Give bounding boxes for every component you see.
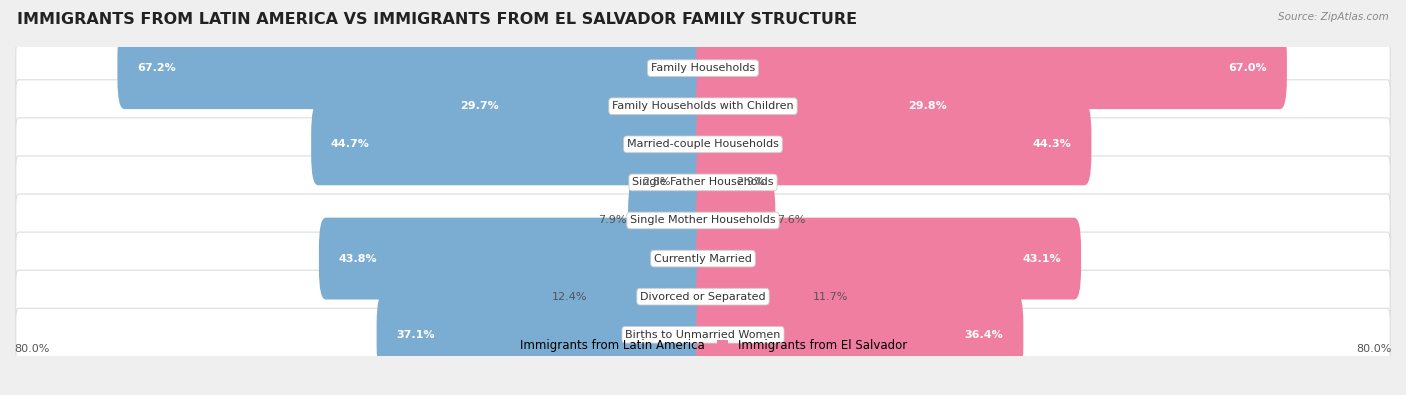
Text: Married-couple Households: Married-couple Households bbox=[627, 139, 779, 149]
Text: 2.9%: 2.9% bbox=[737, 177, 765, 187]
Text: Births to Unmarried Women: Births to Unmarried Women bbox=[626, 330, 780, 340]
Text: 44.7%: 44.7% bbox=[330, 139, 370, 149]
Text: Divorced or Separated: Divorced or Separated bbox=[640, 292, 766, 302]
Text: 67.2%: 67.2% bbox=[138, 63, 176, 73]
Text: Currently Married: Currently Married bbox=[654, 254, 752, 263]
Text: Family Households: Family Households bbox=[651, 63, 755, 73]
Legend: Immigrants from Latin America, Immigrants from El Salvador: Immigrants from Latin America, Immigrant… bbox=[495, 336, 911, 356]
Text: 80.0%: 80.0% bbox=[1357, 344, 1392, 354]
Text: IMMIGRANTS FROM LATIN AMERICA VS IMMIGRANTS FROM EL SALVADOR FAMILY STRUCTURE: IMMIGRANTS FROM LATIN AMERICA VS IMMIGRA… bbox=[17, 12, 858, 27]
Text: 36.4%: 36.4% bbox=[965, 330, 1004, 340]
Text: 2.8%: 2.8% bbox=[641, 177, 671, 187]
FancyBboxPatch shape bbox=[15, 42, 1391, 95]
FancyBboxPatch shape bbox=[696, 103, 1091, 185]
FancyBboxPatch shape bbox=[15, 270, 1391, 323]
FancyBboxPatch shape bbox=[589, 256, 710, 338]
FancyBboxPatch shape bbox=[377, 294, 710, 376]
Text: 37.1%: 37.1% bbox=[396, 330, 434, 340]
FancyBboxPatch shape bbox=[696, 65, 966, 147]
Text: Family Households with Children: Family Households with Children bbox=[612, 101, 794, 111]
FancyBboxPatch shape bbox=[117, 27, 710, 109]
FancyBboxPatch shape bbox=[696, 294, 1024, 376]
FancyBboxPatch shape bbox=[311, 103, 710, 185]
Text: Single Mother Households: Single Mother Households bbox=[630, 216, 776, 226]
FancyBboxPatch shape bbox=[696, 256, 811, 338]
FancyBboxPatch shape bbox=[319, 218, 710, 299]
FancyBboxPatch shape bbox=[628, 180, 710, 261]
Text: 12.4%: 12.4% bbox=[553, 292, 588, 302]
FancyBboxPatch shape bbox=[15, 308, 1391, 361]
FancyBboxPatch shape bbox=[15, 194, 1391, 247]
Text: 29.8%: 29.8% bbox=[908, 101, 946, 111]
FancyBboxPatch shape bbox=[15, 118, 1391, 171]
FancyBboxPatch shape bbox=[672, 141, 710, 223]
Text: 29.7%: 29.7% bbox=[460, 101, 499, 111]
FancyBboxPatch shape bbox=[15, 232, 1391, 285]
Text: Source: ZipAtlas.com: Source: ZipAtlas.com bbox=[1278, 12, 1389, 22]
Text: 43.8%: 43.8% bbox=[339, 254, 377, 263]
Text: 7.9%: 7.9% bbox=[598, 216, 626, 226]
FancyBboxPatch shape bbox=[696, 180, 775, 261]
Text: 11.7%: 11.7% bbox=[813, 292, 848, 302]
FancyBboxPatch shape bbox=[15, 80, 1391, 133]
FancyBboxPatch shape bbox=[696, 27, 1286, 109]
FancyBboxPatch shape bbox=[696, 141, 735, 223]
Text: 43.1%: 43.1% bbox=[1022, 254, 1062, 263]
Text: 7.6%: 7.6% bbox=[778, 216, 806, 226]
FancyBboxPatch shape bbox=[15, 156, 1391, 209]
FancyBboxPatch shape bbox=[696, 218, 1081, 299]
Text: Single Father Households: Single Father Households bbox=[633, 177, 773, 187]
Text: 67.0%: 67.0% bbox=[1229, 63, 1267, 73]
Text: 44.3%: 44.3% bbox=[1033, 139, 1071, 149]
Text: 80.0%: 80.0% bbox=[14, 344, 49, 354]
FancyBboxPatch shape bbox=[440, 65, 710, 147]
